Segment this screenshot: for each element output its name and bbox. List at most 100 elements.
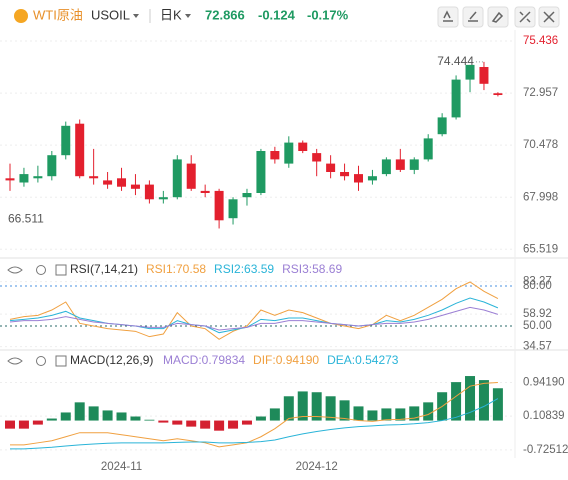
tool-button[interactable] — [487, 6, 509, 28]
candle-body — [298, 142, 308, 151]
candle-body — [326, 163, 336, 172]
macd-bar — [367, 410, 378, 421]
change-pct: -0.17% — [307, 7, 349, 22]
macd-bar — [241, 420, 252, 425]
macd-bar — [353, 406, 364, 421]
candle-body — [451, 79, 461, 118]
indicator-title: RSI(7,14,21) — [70, 262, 138, 276]
candle-body — [381, 159, 391, 175]
low-label: 66.511 — [8, 212, 44, 226]
icon — [519, 11, 531, 23]
candle-body — [200, 190, 210, 193]
eye-icon[interactable] — [7, 357, 23, 365]
macd-bar — [214, 420, 225, 431]
tool-button[interactable] — [437, 6, 459, 28]
macd-bar — [32, 420, 43, 425]
y-tick-label: 75.436 — [523, 35, 558, 47]
candle-body — [312, 153, 322, 162]
macd-bar — [255, 416, 266, 421]
y-tick-label: 80.00 — [523, 280, 552, 292]
candle-body — [47, 155, 57, 177]
macd-bar — [172, 420, 183, 425]
candle-body — [284, 142, 294, 164]
dropdown-arrow[interactable] — [133, 14, 139, 18]
macd-bar — [395, 408, 406, 421]
candle-body — [103, 180, 113, 185]
rsi-header: RSI(7,14,21) — [7, 262, 138, 276]
y-tick-label: 65.519 — [523, 243, 558, 255]
period[interactable]: 日K — [160, 7, 182, 22]
macd-bar — [409, 406, 420, 421]
candle-body — [270, 151, 280, 160]
tool-button[interactable] — [462, 6, 484, 28]
macd-bar — [228, 420, 239, 429]
gear-icon[interactable] — [36, 356, 46, 366]
instrument-name: WTI原油 — [33, 7, 83, 22]
macd-bar — [283, 396, 294, 421]
y-tick-label: -0.72512 — [523, 444, 568, 456]
symbol[interactable]: USOIL — [91, 7, 130, 22]
candle-body — [214, 190, 224, 221]
macd-bar — [423, 402, 434, 421]
macd-bar — [46, 418, 57, 421]
macd-bar — [451, 382, 462, 421]
legend-entry: MACD:0.79834 — [163, 353, 245, 367]
candle-body — [144, 184, 154, 200]
macd-bar — [116, 412, 127, 421]
macd-bar — [18, 420, 29, 429]
candle-body — [367, 176, 377, 181]
settings-icon[interactable] — [55, 355, 67, 367]
rsi-line — [9, 281, 499, 340]
candle-body — [354, 174, 363, 183]
macd-bar — [311, 392, 322, 421]
rsi-line — [9, 297, 499, 334]
y-tick-label: 67.998 — [523, 191, 558, 203]
high-label: 74.444 — [437, 54, 474, 68]
y-tick-label: 58.92 — [523, 308, 552, 320]
indicator-title: MACD(12,26,9) — [70, 353, 153, 367]
macd-bar — [158, 420, 169, 423]
toolbar — [437, 6, 560, 28]
dropdown-arrow[interactable] — [185, 14, 191, 18]
macd-bar — [200, 420, 211, 429]
macd-bar — [269, 408, 280, 421]
x-tick-label: 2024-11 — [101, 461, 142, 473]
legend-entry: RSI3:58.69 — [282, 262, 342, 276]
candle-body — [158, 197, 168, 200]
icon — [543, 11, 555, 23]
candle-body — [437, 117, 447, 135]
legend-entry: DIF:0.94190 — [253, 353, 319, 367]
macd-line — [10, 381, 498, 448]
y-tick-label: 72.957 — [523, 87, 558, 99]
candle-body — [130, 184, 140, 189]
symbol-icon — [14, 9, 28, 23]
macd-bar — [465, 376, 476, 421]
macd-header: MACD(12,26,9) — [7, 353, 153, 367]
macd-bar — [478, 380, 489, 421]
macd-bar — [297, 391, 308, 421]
candle-body — [19, 174, 29, 183]
legend-entry: DEA:0.54273 — [327, 353, 399, 367]
candle-body — [117, 178, 127, 187]
eye-icon[interactable] — [7, 266, 23, 274]
candle-body — [395, 159, 405, 170]
candle-body — [5, 178, 15, 181]
settings-icon[interactable] — [55, 264, 67, 276]
macd-bar — [5, 420, 15, 429]
tool-icons — [443, 10, 555, 23]
candle-body — [465, 64, 475, 80]
candle-body — [493, 93, 503, 96]
candle-body — [409, 159, 419, 170]
y-tick-label: 0.10839 — [523, 410, 565, 422]
rsi-line — [9, 306, 499, 331]
candle-body — [172, 159, 182, 198]
candle-body — [228, 199, 238, 219]
macd-bar — [492, 388, 503, 421]
y-tick-label: 34.57 — [523, 341, 552, 353]
macd-bar — [88, 406, 99, 421]
y-tick-label: 83.27 — [523, 276, 552, 288]
gear-icon[interactable] — [36, 265, 46, 275]
candle-body — [242, 193, 252, 198]
y-tick-label: 70.478 — [523, 139, 558, 151]
